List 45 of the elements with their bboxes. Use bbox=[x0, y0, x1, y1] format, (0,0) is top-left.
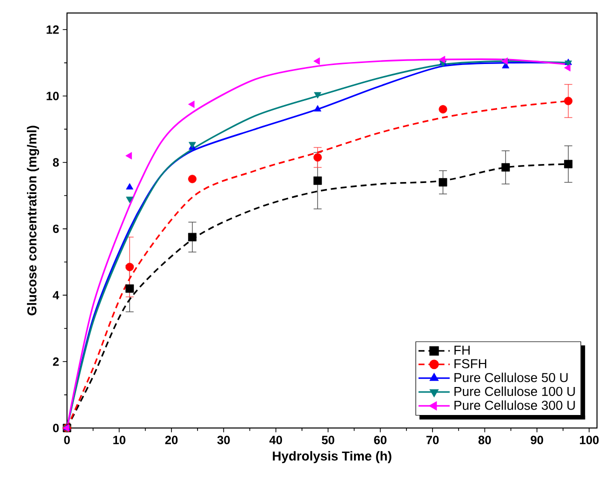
point bbox=[125, 262, 134, 272]
x-axis-title: Hydrolysis Time (h) bbox=[272, 451, 392, 464]
point bbox=[438, 178, 448, 186]
point bbox=[125, 284, 134, 293]
point bbox=[438, 56, 446, 64]
point bbox=[313, 57, 320, 65]
x-tick-label: 60 bbox=[374, 436, 386, 444]
point bbox=[188, 232, 197, 242]
point bbox=[313, 153, 322, 162]
x-tick-label: 80 bbox=[478, 436, 491, 444]
point bbox=[313, 176, 322, 185]
legend-label: FSFH bbox=[454, 359, 486, 368]
point bbox=[126, 183, 134, 190]
y-tick-label: 12 bbox=[46, 25, 59, 34]
legend-label: FH bbox=[454, 346, 470, 355]
legend-label: Pure Cellulose 100 U bbox=[454, 386, 575, 396]
point bbox=[438, 105, 448, 114]
x-tick-label: 70 bbox=[426, 436, 439, 444]
y-tick-label: 6 bbox=[53, 224, 59, 234]
point bbox=[125, 152, 132, 160]
x-tick-label: 90 bbox=[530, 436, 544, 444]
x-tick-label: 30 bbox=[217, 436, 230, 444]
x-tick-label: 100 bbox=[580, 436, 599, 444]
legend-label: Pure Cellulose 50 U bbox=[454, 372, 568, 382]
point bbox=[126, 196, 134, 204]
y-tick-label: 10 bbox=[46, 92, 59, 100]
x-tick-label: 40 bbox=[269, 436, 282, 444]
point bbox=[501, 163, 510, 172]
y-tick-label: 2 bbox=[53, 357, 59, 366]
point bbox=[564, 96, 572, 106]
point bbox=[314, 105, 322, 112]
x-tick-label: 20 bbox=[165, 436, 178, 444]
point bbox=[564, 64, 570, 72]
x-tick-label: 50 bbox=[322, 436, 334, 444]
x-tick-label: 0 bbox=[64, 436, 70, 444]
point bbox=[188, 174, 197, 184]
x-tick-label: 10 bbox=[113, 436, 126, 444]
point bbox=[564, 160, 572, 168]
point bbox=[188, 100, 195, 108]
y-axis-title: Glucose concentration (mg/ml) bbox=[26, 126, 40, 316]
y-tick-label: 8 bbox=[52, 158, 59, 167]
y-tick-label: 0 bbox=[53, 424, 59, 432]
point bbox=[314, 92, 322, 99]
legend-label: Pure Cellulose 300 U bbox=[454, 400, 575, 410]
y-tick-label: 4 bbox=[52, 291, 60, 300]
